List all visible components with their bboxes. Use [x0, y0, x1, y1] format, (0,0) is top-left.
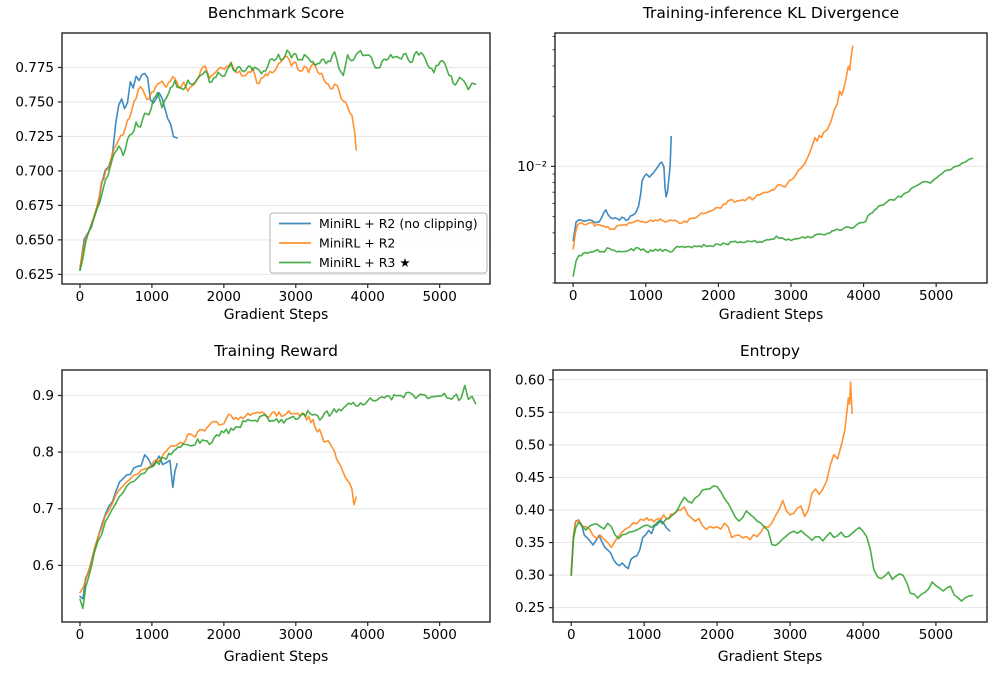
x-tick-label: 4000 — [351, 289, 385, 305]
entropy-plot-canvas: 0 1000 2000 3000 4000 5000 0.25 0.30 0.35 0.40 0.4… — [515, 369, 988, 643]
chart-training-reward: 0 1000 2000 3000 4000 5000 0.6 0.7 0.8 0.9 Traini… — [0, 338, 498, 676]
series-line-blue — [79, 454, 178, 600]
y-tick-label: 0.750 — [15, 94, 54, 110]
y-tick-label: 0.45 — [515, 470, 545, 486]
y-tick-label: 0.60 — [515, 372, 545, 388]
x-axis-label-kl-divergence: Gradient Steps — [718, 307, 824, 323]
chart-benchmark-score: 0 1000 2000 3000 4000 5000 0.625 0.650 0.675 0.70… — [0, 0, 498, 338]
x-axis-label-entropy: Gradient Steps — [717, 649, 823, 665]
y-tick-label: 0.40 — [515, 503, 545, 519]
x-tick-label: 5000 — [919, 627, 953, 643]
chart-kl-divergence: 0 1000 2000 3000 4000 5000 10⁻² Training-infer… — [498, 0, 996, 338]
x-tick-label: 2000 — [207, 289, 241, 305]
x-tick-label: 4000 — [846, 288, 880, 304]
chart-title-kl-divergence: Training-inference KL Divergence — [642, 4, 900, 22]
legend-entry-label: MiniRL + R2 (no clipping) — [319, 216, 478, 231]
chart-title-benchmark-score: Benchmark Score — [207, 4, 345, 22]
y-tick-label: 0.55 — [515, 405, 545, 421]
x-axis-label-benchmark-score: Gradient Steps — [223, 307, 329, 323]
x-tick-label: 2000 — [701, 288, 735, 304]
series-line-orange — [570, 381, 853, 576]
axes-frame — [554, 32, 988, 284]
legend: MiniRL + R2 (no clipping) MiniRL + R2 Mini… — [269, 212, 488, 274]
y-tick-label: 0.625 — [15, 267, 54, 283]
y-tick-label: 0.30 — [515, 568, 545, 584]
x-tick-label: 1000 — [627, 627, 661, 643]
y-tick-label: 0.7 — [33, 501, 54, 517]
x-tick-label: 2000 — [700, 627, 734, 643]
x-tick-label: 0 — [567, 627, 576, 643]
x-axis-label-training-reward: Gradient Steps — [223, 649, 329, 665]
series-line-green — [572, 157, 974, 277]
series-line-green — [79, 49, 477, 271]
benchmark-score-plot-canvas: 0 1000 2000 3000 4000 5000 0.625 0.650 0.675 0.70… — [15, 32, 491, 305]
legend-entry-label: MiniRL + R3 ★ — [319, 255, 411, 270]
x-tick-label: 3000 — [774, 288, 808, 304]
x-tick-label: 5000 — [919, 288, 953, 304]
series-line-blue — [572, 135, 672, 242]
y-tick-label: 0.775 — [15, 60, 54, 76]
kl-divergence-plot-canvas: 0 1000 2000 3000 4000 5000 10⁻² — [517, 32, 988, 304]
x-tick-label: 5000 — [422, 289, 456, 305]
series-line-blue — [79, 72, 178, 271]
x-tick-label: 3000 — [773, 627, 807, 643]
x-tick-label: 2000 — [207, 627, 241, 643]
x-tick-label: 0 — [76, 289, 85, 305]
series-line-blue — [570, 519, 671, 576]
training-reward-plot-canvas: 0 1000 2000 3000 4000 5000 0.6 0.7 0.8 0.9 — [33, 369, 491, 643]
x-tick-label: 5000 — [422, 627, 456, 643]
y-tick-label: 0.25 — [515, 600, 545, 616]
series-line-green — [79, 384, 477, 610]
chart-title-training-reward: Training Reward — [214, 342, 338, 360]
x-tick-label: 4000 — [351, 627, 385, 643]
chart-entropy: 0 1000 2000 3000 4000 5000 0.25 0.30 0.35 0.40 0.4… — [498, 338, 996, 676]
chart-title-entropy: Entropy — [739, 342, 801, 360]
y-tick-label: 0.35 — [515, 535, 545, 551]
y-tick-label: 10⁻² — [517, 159, 547, 175]
x-tick-label: 1000 — [135, 289, 169, 305]
x-tick-label: 1000 — [135, 627, 169, 643]
y-tick-label: 0.700 — [15, 163, 54, 179]
y-tick-label: 0.675 — [15, 198, 54, 214]
y-tick-label: 0.725 — [15, 129, 54, 145]
y-tick-label: 0.650 — [15, 232, 54, 248]
axes-frame — [552, 369, 988, 623]
axes-frame — [61, 369, 491, 623]
x-tick-label: 3000 — [279, 627, 313, 643]
x-tick-label: 1000 — [629, 288, 663, 304]
series-line-orange — [79, 55, 357, 269]
y-tick-label: 0.6 — [33, 558, 54, 574]
x-tick-label: 0 — [76, 627, 85, 643]
x-tick-label: 3000 — [279, 289, 313, 305]
x-tick-label: 4000 — [846, 627, 880, 643]
y-tick-label: 0.9 — [33, 388, 54, 404]
series-line-green — [570, 485, 974, 602]
axes-frame — [61, 32, 491, 285]
x-tick-label: 0 — [569, 288, 578, 304]
y-tick-label: 0.8 — [33, 445, 54, 461]
legend-box — [269, 212, 488, 274]
series-line-orange — [79, 410, 357, 594]
y-tick-label: 0.50 — [515, 437, 545, 453]
series-line-orange — [572, 45, 854, 250]
legend-entry-label: MiniRL + R2 — [319, 236, 395, 251]
